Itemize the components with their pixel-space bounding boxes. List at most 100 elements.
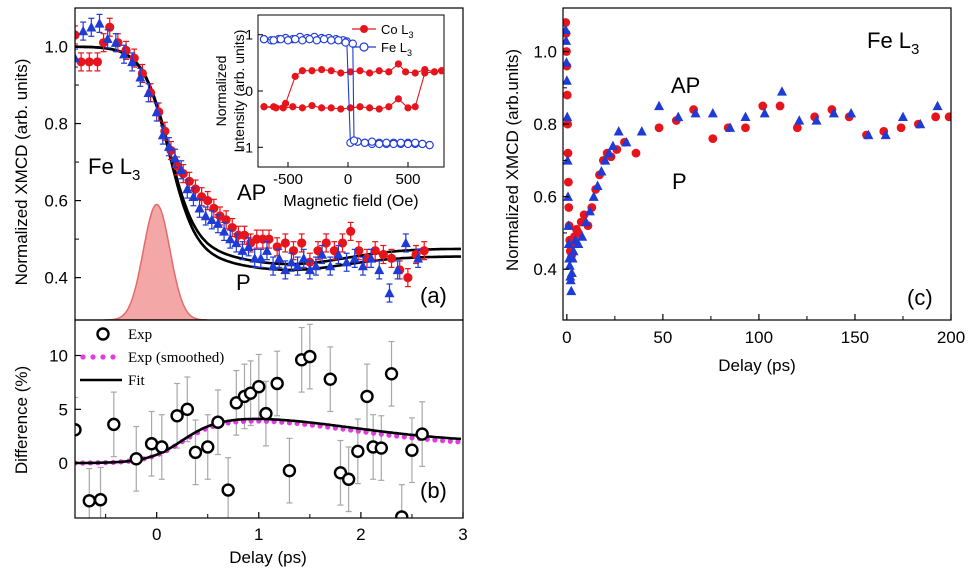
c-p-point-28 xyxy=(613,126,624,136)
inset-fe-point-1-9 xyxy=(360,138,369,147)
c-p-point-22 xyxy=(588,191,599,201)
c-p-point-26 xyxy=(604,147,615,158)
c-p-point-25 xyxy=(600,155,611,165)
inset-fe-point-1-6 xyxy=(382,138,391,147)
inset-co-point-0-8 xyxy=(337,105,345,113)
c-p-point-38 xyxy=(776,86,787,96)
inset-legend-fe: Fe L3 xyxy=(381,40,412,58)
p-point-32 xyxy=(286,256,297,267)
inset-fe-point-1-8 xyxy=(367,137,377,146)
c-p-point-8 xyxy=(563,238,574,249)
panel-a-edge-text: Fe L xyxy=(88,154,132,179)
p-point-19 xyxy=(206,214,217,225)
inset-fe-point-1-2 xyxy=(411,138,420,147)
panel-b-xtick-label-0: 0 xyxy=(152,525,161,544)
smoothed-dot-44 xyxy=(409,435,415,441)
c-p-point-47 xyxy=(932,100,943,111)
inset-legend-fe-sub: 3 xyxy=(407,48,412,58)
c-p-point-13 xyxy=(566,285,577,296)
inset-xtick-label-1: 0 xyxy=(344,171,352,188)
inset-co-point-0-14 xyxy=(394,95,402,103)
diff-point-22 xyxy=(323,372,337,386)
c-p-point-23 xyxy=(592,180,603,190)
c-p-point-10 xyxy=(564,260,575,270)
p-point-29 xyxy=(268,260,279,271)
panel-a-ytick-label-3: 1.0 xyxy=(44,38,68,57)
c-ap-point-29 xyxy=(631,148,641,158)
panel-c-edge-text: Fe L xyxy=(867,28,911,53)
inset-co-point-0-15 xyxy=(404,104,412,112)
legend-fit: Fit xyxy=(128,373,146,389)
p-point-14 xyxy=(176,164,187,174)
p-point-42 xyxy=(357,260,368,271)
c-ap-point-8 xyxy=(564,203,574,212)
smoothed-dot-48 xyxy=(439,438,446,444)
p-point-8 xyxy=(135,72,146,82)
inset-co-point-1-5 xyxy=(394,60,402,68)
p-point-2 xyxy=(86,22,97,32)
ap-point-5 xyxy=(105,22,115,32)
panel-a-fit-lines xyxy=(75,45,461,272)
c-p-point-7 xyxy=(563,220,574,230)
ap-error-0 xyxy=(75,25,78,45)
ap-point-30 xyxy=(272,242,282,252)
diff-point-9 xyxy=(188,445,203,460)
c-p-point-3 xyxy=(563,75,572,85)
panel-a-annotation-ap: AP xyxy=(237,180,266,205)
inset-axes: -500 0 500 -1 0 1 xyxy=(241,27,421,188)
c-p-point-4 xyxy=(563,111,573,122)
inset-co-point-1-0 xyxy=(438,67,444,75)
c-ap-point-6 xyxy=(563,148,573,158)
inset-fe-point-1-5 xyxy=(389,139,398,149)
panel-b-exp xyxy=(75,349,429,518)
ap-point-43 xyxy=(378,249,388,260)
diff-point-21 xyxy=(303,349,317,364)
inset-co-point-1-11 xyxy=(337,69,345,77)
panel-b-legend: Exp Exp (smoothed) Fit xyxy=(80,327,224,389)
inset-ytick-label-0: -1 xyxy=(241,139,254,155)
diff-point-4 xyxy=(129,452,143,466)
panel-c-edge-sub: 3 xyxy=(911,41,919,58)
inset-xtick-label-2: 500 xyxy=(395,171,420,188)
diff-point-28 xyxy=(374,441,389,455)
inset-co-point-1-18 xyxy=(272,104,280,112)
c-p-point-42 xyxy=(846,107,857,118)
c-p-point-43 xyxy=(863,129,874,140)
inset-co-point-1-4 xyxy=(402,68,410,76)
ap-point-25 xyxy=(239,230,250,240)
inset-fe-point-1-7 xyxy=(375,139,384,149)
diff-point-6 xyxy=(155,440,169,454)
inset-fe-point-1-17 xyxy=(312,36,321,45)
diff-point-1 xyxy=(82,494,96,508)
c-p-point-33 xyxy=(690,107,701,118)
panel-a-ytick-label-2: 0.8 xyxy=(44,115,68,134)
diff-point-12 xyxy=(221,483,235,497)
ap-point-19 xyxy=(203,195,213,206)
c-p-point-21 xyxy=(584,205,595,216)
panel-c-edge-label: Fe L3 xyxy=(867,28,919,58)
ap-point-1 xyxy=(76,57,86,67)
p-point-38 xyxy=(325,260,336,271)
panel-a-series-p xyxy=(75,13,424,303)
inset-co-point-0-12 xyxy=(375,105,383,113)
c-p-point-18 xyxy=(573,238,584,249)
diff-point-7 xyxy=(170,409,184,423)
c-p-point-20 xyxy=(581,216,592,227)
diff-point-31 xyxy=(405,443,419,457)
p-point-5 xyxy=(110,37,121,47)
p-point-9 xyxy=(143,87,154,97)
inset-ylabel-2: Intensity (arb. units) xyxy=(231,30,247,153)
inset-co-point-0-5 xyxy=(308,102,316,110)
c-p-point-15 xyxy=(567,253,578,263)
ap-point-23 xyxy=(227,222,237,233)
panel-b-ytick-label-0: 0 xyxy=(59,454,68,473)
inset-xlabel: Magnetic field (Oe) xyxy=(283,193,418,210)
c-ap-point-33 xyxy=(708,134,718,144)
c-p-point-39 xyxy=(794,115,805,125)
inset-co-point-1-1 xyxy=(430,68,438,76)
c-ap-point-7 xyxy=(563,177,573,187)
diff-point-8 xyxy=(180,402,195,417)
p-point-10 xyxy=(151,106,162,117)
inset-ytick-label-2: 1 xyxy=(245,27,253,43)
inset-co-point-0-10 xyxy=(356,103,364,111)
